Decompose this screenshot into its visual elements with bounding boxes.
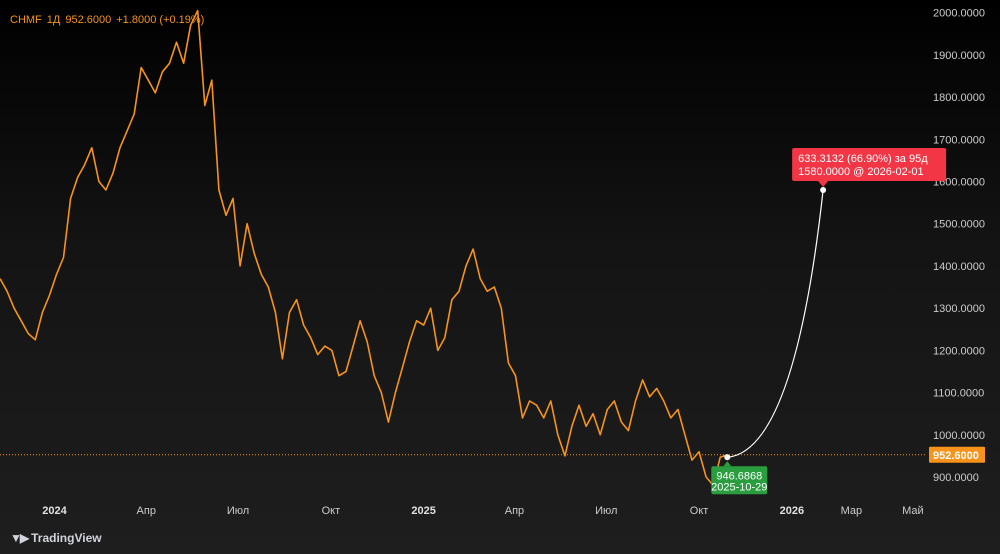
symbol-price: 952.6000 <box>65 14 112 26</box>
projection-start-value: 946.6868 <box>716 470 762 482</box>
x-tick-label: Апр <box>505 505 524 517</box>
y-tick-label: 900.0000 <box>933 472 979 484</box>
projection-start-pointer <box>723 461 732 467</box>
projection-start-point[interactable] <box>724 454 731 461</box>
projection-end-point[interactable] <box>820 186 827 193</box>
projection-start-date: 2025-10-29 <box>711 481 767 493</box>
symbol-interval[interactable]: 1Д <box>46 14 61 26</box>
tradingview-logo[interactable]: ▼▶ TradingView <box>10 531 102 545</box>
x-tick-label: 2024 <box>42 505 67 517</box>
tradingview-logo-icon: ▼▶ <box>10 531 29 545</box>
symbol-change: +1.8000 (+0.19%) <box>116 14 205 26</box>
last-price-badge <box>929 446 985 463</box>
x-tick-label: Мар <box>841 505 863 517</box>
x-tick-label: Июл <box>595 505 617 517</box>
tradingview-logo-text: TradingView <box>31 531 102 545</box>
projection-target-badge[interactable] <box>792 147 947 181</box>
projection-target-sub: 1580.0000 @ 2026-02-01 <box>798 166 924 178</box>
last-price-badge-label: 952.6000 <box>933 450 979 462</box>
y-tick-label: 1500.0000 <box>933 219 985 231</box>
x-tick-label: 2025 <box>411 505 435 517</box>
y-tick-label: 2000.0000 <box>933 8 985 20</box>
y-tick-label: 1700.0000 <box>933 134 985 146</box>
x-tick-label: Май <box>902 505 924 517</box>
y-tick-label: 1800.0000 <box>933 92 985 104</box>
projection-curve[interactable] <box>727 189 824 458</box>
x-tick-label: 2026 <box>780 505 804 517</box>
y-tick-label: 1400.0000 <box>933 261 985 273</box>
projection-start-badge[interactable] <box>711 466 768 495</box>
x-tick-label: Окт <box>322 505 341 517</box>
x-tick-label: Июл <box>227 505 249 517</box>
projection-target-headline: 633.3132 (66.90%) за 95д <box>798 153 928 165</box>
y-tick-label: 1200.0000 <box>933 345 985 357</box>
y-tick-label: 1900.0000 <box>933 50 985 62</box>
x-tick-label: Окт <box>690 505 709 517</box>
price-series-line[interactable] <box>0 9 728 487</box>
projection-target-pointer <box>818 180 829 187</box>
y-tick-label: 1000.0000 <box>933 430 985 442</box>
symbol-ticker[interactable]: CHMF <box>10 14 42 26</box>
x-tick-label: Апр <box>137 505 156 517</box>
symbol-header: CHMF 1Д 952.6000 +1.8000 (+0.19%) <box>10 14 209 26</box>
y-tick-label: 1100.0000 <box>933 388 984 400</box>
y-tick-label: 1300.0000 <box>933 303 985 315</box>
